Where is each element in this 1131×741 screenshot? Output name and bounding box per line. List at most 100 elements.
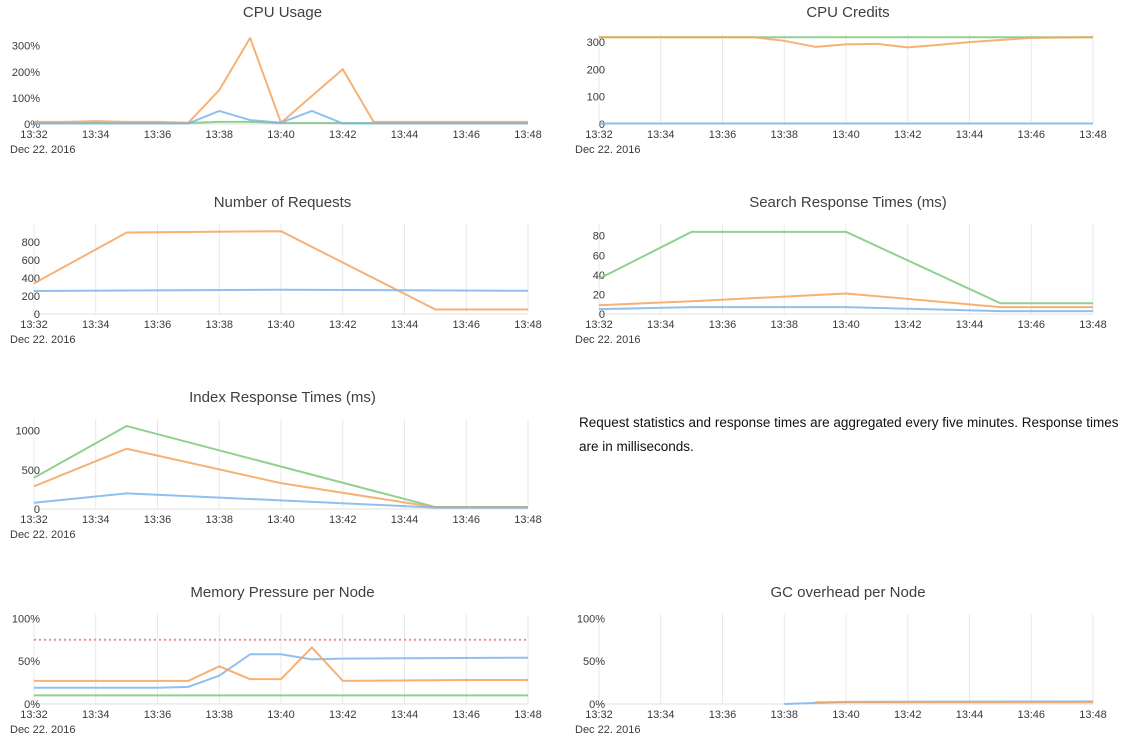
x-tick-label: 13:32 [585, 709, 613, 721]
series-line-blue [34, 653, 529, 689]
y-tick-label: 0% [589, 699, 605, 711]
chart-title-cpu-usage: CPU Usage [242, 4, 323, 21]
chart-cpu-credits: CPU Credits 0 100 200 300 13:32 13:34 13:36 13:… [565, 0, 1131, 190]
x-tick-label: 13:38 [770, 709, 798, 721]
series-line-orange [34, 646, 528, 682]
chart-search-response-times: Search Response Times (ms) 0 20 40 60 80 13:3… [565, 190, 1131, 385]
x-tick-label: 13:32 [20, 514, 48, 526]
x-tick-label: 13:42 [894, 709, 922, 721]
y-tick-label: 100% [12, 613, 40, 625]
x-tick-label: 13:48 [1079, 709, 1107, 721]
x-tick-label: 13:40 [267, 129, 295, 141]
chart-title-cpu-credits: CPU Credits [806, 4, 890, 21]
x-tick-label: 13:36 [709, 129, 737, 141]
x-tick-label: 13:38 [770, 319, 798, 331]
x-tick-label: 13:46 [1017, 709, 1045, 721]
x-tick-label: 13:46 [452, 319, 480, 331]
y-tick-label: 400 [22, 273, 40, 285]
x-tick-label: 13:42 [329, 319, 357, 331]
x-tick-label: 13:32 [20, 319, 48, 331]
series-line-orange [598, 292, 1093, 309]
number-of-requests-plot-canvas[interactable]: 0 200 400 600 800 13:32 13:34 13:36 13:38 13:40 13… [0, 212, 565, 362]
cpu-credits-plot-canvas[interactable]: 0 100 200 300 13:32 13:34 13:36 13:38 13:40 13:42… [565, 22, 1130, 172]
chart-title-index-response-times: Index Response Times (ms) [189, 389, 376, 406]
y-tick-label: 60 [593, 250, 605, 262]
chart-title-search-response-times: Search Response Times (ms) [749, 194, 947, 211]
gc-overhead-plot-canvas[interactable]: 0% 50% 100% 13:32 13:34 13:36 13:38 13:40 13:42 1… [565, 602, 1130, 741]
y-tick-label: 0 [34, 504, 40, 516]
x-tick-label: 13:44 [956, 129, 984, 141]
date-label: Dec 22. 2016 [10, 529, 75, 541]
y-tick-label: 0% [24, 699, 40, 711]
date-label: Dec 22. 2016 [575, 724, 640, 736]
series-line-blue [33, 492, 528, 509]
x-tick-label: 13:44 [391, 319, 419, 331]
date-label: Dec 22. 2016 [10, 334, 75, 346]
x-tick-label: 13:34 [82, 514, 110, 526]
series-line-blue [33, 288, 529, 292]
x-tick-label: 13:36 [144, 129, 172, 141]
x-tick-label: 13:32 [20, 129, 48, 141]
x-tick-label: 13:46 [452, 514, 480, 526]
x-tick-label: 13:34 [647, 319, 675, 331]
x-tick-label: 13:38 [205, 514, 233, 526]
note-panel: Request statistics and response times ar… [565, 385, 1131, 580]
x-tick-label: 13:44 [391, 129, 419, 141]
y-tick-label: 100% [12, 93, 40, 105]
x-tick-label: 13:42 [329, 514, 357, 526]
chart-gc-overhead: GC overhead per Node 0% 50% 100% 13:32 13:34… [565, 580, 1131, 741]
x-tick-label: 13:46 [452, 129, 480, 141]
x-tick-label: 13:36 [709, 319, 737, 331]
date-label: Dec 22. 2016 [575, 144, 640, 156]
y-tick-label: 300% [12, 41, 40, 53]
x-tick-label: 13:46 [1017, 129, 1045, 141]
series-line-orange [33, 230, 528, 311]
x-tick-label: 13:36 [144, 514, 172, 526]
x-tick-label: 13:44 [956, 319, 984, 331]
search-response-times-plot-canvas[interactable]: 0 20 40 60 80 13:32 13:34 13:36 13:38 13:40 13:42 1… [565, 212, 1130, 362]
y-tick-label: 800 [22, 237, 40, 249]
x-tick-label: 13:44 [956, 709, 984, 721]
series-line-orange [599, 36, 1094, 49]
x-tick-label: 13:42 [329, 129, 357, 141]
x-tick-label: 13:34 [82, 129, 110, 141]
x-tick-label: 13:42 [894, 129, 922, 141]
x-tick-label: 13:44 [391, 709, 419, 721]
x-tick-label: 13:48 [514, 319, 542, 331]
x-tick-label: 13:34 [82, 709, 110, 721]
x-tick-label: 13:40 [832, 709, 860, 721]
y-tick-label: 500 [22, 465, 40, 477]
x-tick-label: 13:48 [1079, 319, 1107, 331]
x-tick-label: 13:34 [647, 129, 675, 141]
x-tick-label: 13:48 [1079, 129, 1107, 141]
chart-number-of-requests: Number of Requests 0 200 400 600 800 13:32 13:… [0, 190, 565, 385]
series-line-blue [34, 109, 528, 125]
x-tick-label: 13:38 [205, 709, 233, 721]
y-tick-label: 1000 [16, 426, 40, 438]
y-tick-label: 600 [22, 255, 40, 267]
chart-title-gc-overhead: GC overhead per Node [770, 584, 926, 601]
y-tick-label: 200 [22, 291, 40, 303]
x-tick-label: 13:44 [391, 514, 419, 526]
chart-title-memory-pressure: Memory Pressure per Node [190, 584, 375, 601]
chart-memory-pressure: Memory Pressure per Node 0% 50% 100% 13:32 1… [0, 580, 565, 741]
note-text: Request statistics and response times ar… [579, 415, 1119, 454]
memory-pressure-plot-canvas[interactable]: 0% 50% 100% 13:32 13:34 13:36 13:38 13:40 13:42 1… [0, 602, 565, 741]
index-response-times-plot-canvas[interactable]: 0 500 1000 13:32 13:34 13:36 13:38 13:40 13:42 13… [0, 407, 565, 557]
cpu-usage-plot-canvas[interactable]: 0%100%200%300%13:32 13:34 13:36 13:38 13:40 1… [0, 22, 565, 172]
x-tick-label: 13:32 [585, 319, 613, 331]
date-label: Dec 22. 2016 [575, 334, 640, 346]
x-tick-label: 13:36 [144, 709, 172, 721]
series-line-orange [34, 36, 528, 124]
y-tick-label: 0 [34, 309, 40, 321]
y-tick-label: 100% [577, 613, 605, 625]
x-tick-label: 13:34 [647, 709, 675, 721]
x-tick-label: 13:32 [20, 709, 48, 721]
y-tick-label: 50% [583, 656, 605, 668]
x-tick-label: 13:48 [514, 129, 542, 141]
x-tick-label: 13:40 [832, 129, 860, 141]
date-label: Dec 22. 2016 [10, 724, 75, 736]
y-tick-label: 80 [593, 231, 605, 243]
x-tick-label: 13:40 [267, 514, 295, 526]
chart-index-response-times: Index Response Times (ms) 0 500 1000 13:32 1… [0, 385, 565, 580]
